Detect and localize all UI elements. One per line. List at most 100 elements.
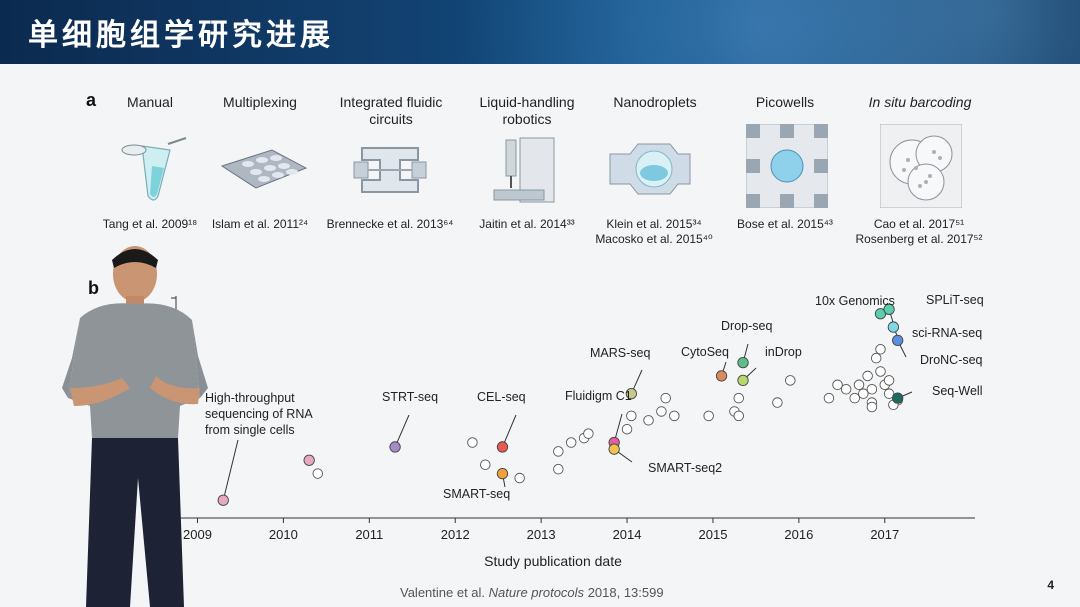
data-point: [553, 463, 564, 475]
point-label: sci-RNA-seq: [912, 326, 982, 340]
x-tick-label: 2017: [870, 527, 899, 542]
data-point: [565, 437, 577, 448]
ref-integrated-fluidic: Brennecke et al. 2013⁶⁴: [326, 217, 454, 231]
highlighted-point: [892, 392, 904, 404]
label-leaders: [222, 309, 913, 501]
method-multiplexing: Multiplexing: [223, 94, 297, 110]
data-point: [656, 406, 667, 417]
data-point: [643, 415, 654, 426]
highlighted-point: [892, 334, 904, 347]
data-point: [669, 410, 680, 422]
highlighted-point: [217, 494, 229, 506]
point-label: MARS-seq: [590, 346, 650, 360]
data-point: [480, 459, 491, 470]
label-leader: [222, 439, 239, 501]
highlighted-point: [303, 454, 315, 466]
data-point: [849, 392, 860, 404]
label-leader: [394, 414, 410, 448]
in-situ-illustration: [880, 124, 962, 208]
highlighted-points: [217, 303, 904, 506]
data-point: [883, 388, 895, 399]
highlighted-point: [608, 443, 620, 455]
data-point: [858, 388, 869, 399]
highlighted-point: [737, 374, 749, 387]
x-tick-label: 2014: [613, 527, 642, 542]
data-point: [733, 392, 744, 404]
highlighted-point: [887, 321, 900, 333]
x-tick-label: 2011: [355, 527, 383, 542]
x-tick-label: 2009: [183, 527, 212, 542]
data-point: [862, 370, 873, 382]
data-point: [875, 366, 886, 377]
method-nanodroplets: Nanodroplets: [613, 94, 697, 110]
point-label: CEL-seq: [477, 390, 526, 404]
data-point: [853, 379, 865, 391]
ref-in-situ-2: Rosenberg et al. 2017⁵²: [855, 232, 983, 246]
fluidic-circuit-illustration: [353, 147, 427, 193]
point-label: STRT-seq: [382, 390, 438, 404]
ref-picowells: Bose et al. 2015⁴³: [737, 217, 833, 231]
data-point: [772, 397, 783, 408]
data-point: [870, 352, 882, 364]
robot-illustration: [493, 137, 555, 203]
method-integrated-fluidic-circuits: Integrated fluidic circuits: [339, 94, 443, 127]
citation: Valentine et al. Nature protocols 2018, …: [400, 585, 664, 600]
title-banner: 单细胞组学研究进展: [0, 0, 1080, 64]
other-points: [312, 344, 903, 484]
panel-b-letter: b: [88, 278, 99, 298]
data-point: [660, 392, 671, 404]
point-label-high-throughput: High-throughput sequencing of RNA from sin…: [205, 391, 313, 437]
highlighted-point: [496, 467, 509, 480]
highlighted-point: [737, 356, 749, 369]
data-point: [312, 468, 324, 479]
data-point: [626, 410, 637, 422]
method-in-situ-barcoding: In situ barcoding: [868, 94, 972, 110]
method-manual: Manual: [127, 94, 173, 110]
data-point: [883, 375, 895, 386]
slide-number: 4: [1047, 578, 1054, 592]
point-label: 10x Genomics: [815, 294, 895, 308]
point-label: SPLiT-seq: [926, 293, 984, 307]
point-labels: High-throughput sequencing of RNA from sin…: [205, 293, 984, 501]
ref-multiplexing: Islam et al. 2011²⁴: [211, 217, 309, 231]
data-point: [840, 383, 852, 395]
data-point: [467, 437, 478, 448]
data-point: [823, 392, 835, 404]
data-point: [866, 383, 878, 395]
slide-title: 单细胞组学研究进展: [28, 18, 334, 53]
data-point: [832, 379, 843, 391]
data-point: [583, 428, 594, 439]
data-point: [866, 401, 878, 413]
citation-details: 2018, 13:599: [587, 585, 664, 600]
ref-manual: Tang et al. 2009¹⁸: [102, 217, 198, 231]
point-label: CytoSeq: [681, 345, 729, 359]
citation-journal: Nature protocols: [488, 585, 585, 600]
point-label: Drop-seq: [721, 319, 772, 333]
method-liquid-handling-robotics: Liquid-handling robotics: [479, 94, 575, 127]
point-label: SMART-seq2: [648, 461, 722, 475]
data-point: [733, 410, 744, 422]
chart-axes: 2009 2010 2011 2012 2013 2014 2015 2016 2017: [171, 296, 975, 542]
data-point: [703, 410, 714, 422]
highlighted-point: [715, 370, 728, 382]
point-label: SMART-seq: [443, 487, 510, 501]
picowell-illustration: [746, 124, 828, 208]
label-leader: [502, 414, 517, 448]
method-picowells: Picowells: [755, 94, 815, 110]
ref-liquid-handling: Jaitin et al. 2014³³: [479, 217, 575, 231]
highlighted-point: [625, 388, 637, 400]
ref-nanodroplets-2: Macosko et al. 2015⁴⁰: [595, 232, 713, 246]
tube-illustration: [121, 137, 187, 201]
point-label: inDrop: [765, 345, 802, 359]
point-label: Fluidigm C1: [565, 389, 632, 403]
highlighted-point: [389, 441, 401, 453]
presenter-figure: [62, 246, 208, 607]
data-point: [553, 446, 564, 457]
ref-in-situ-1: Cao et al. 2017⁵¹: [873, 217, 965, 231]
data-point: [875, 344, 886, 355]
x-tick-label: 2012: [441, 527, 470, 542]
ref-nanodroplets-1: Klein et al. 2015³⁴: [606, 217, 702, 231]
plate-illustration: [220, 149, 308, 189]
point-label: Seq-Well: [932, 384, 982, 398]
